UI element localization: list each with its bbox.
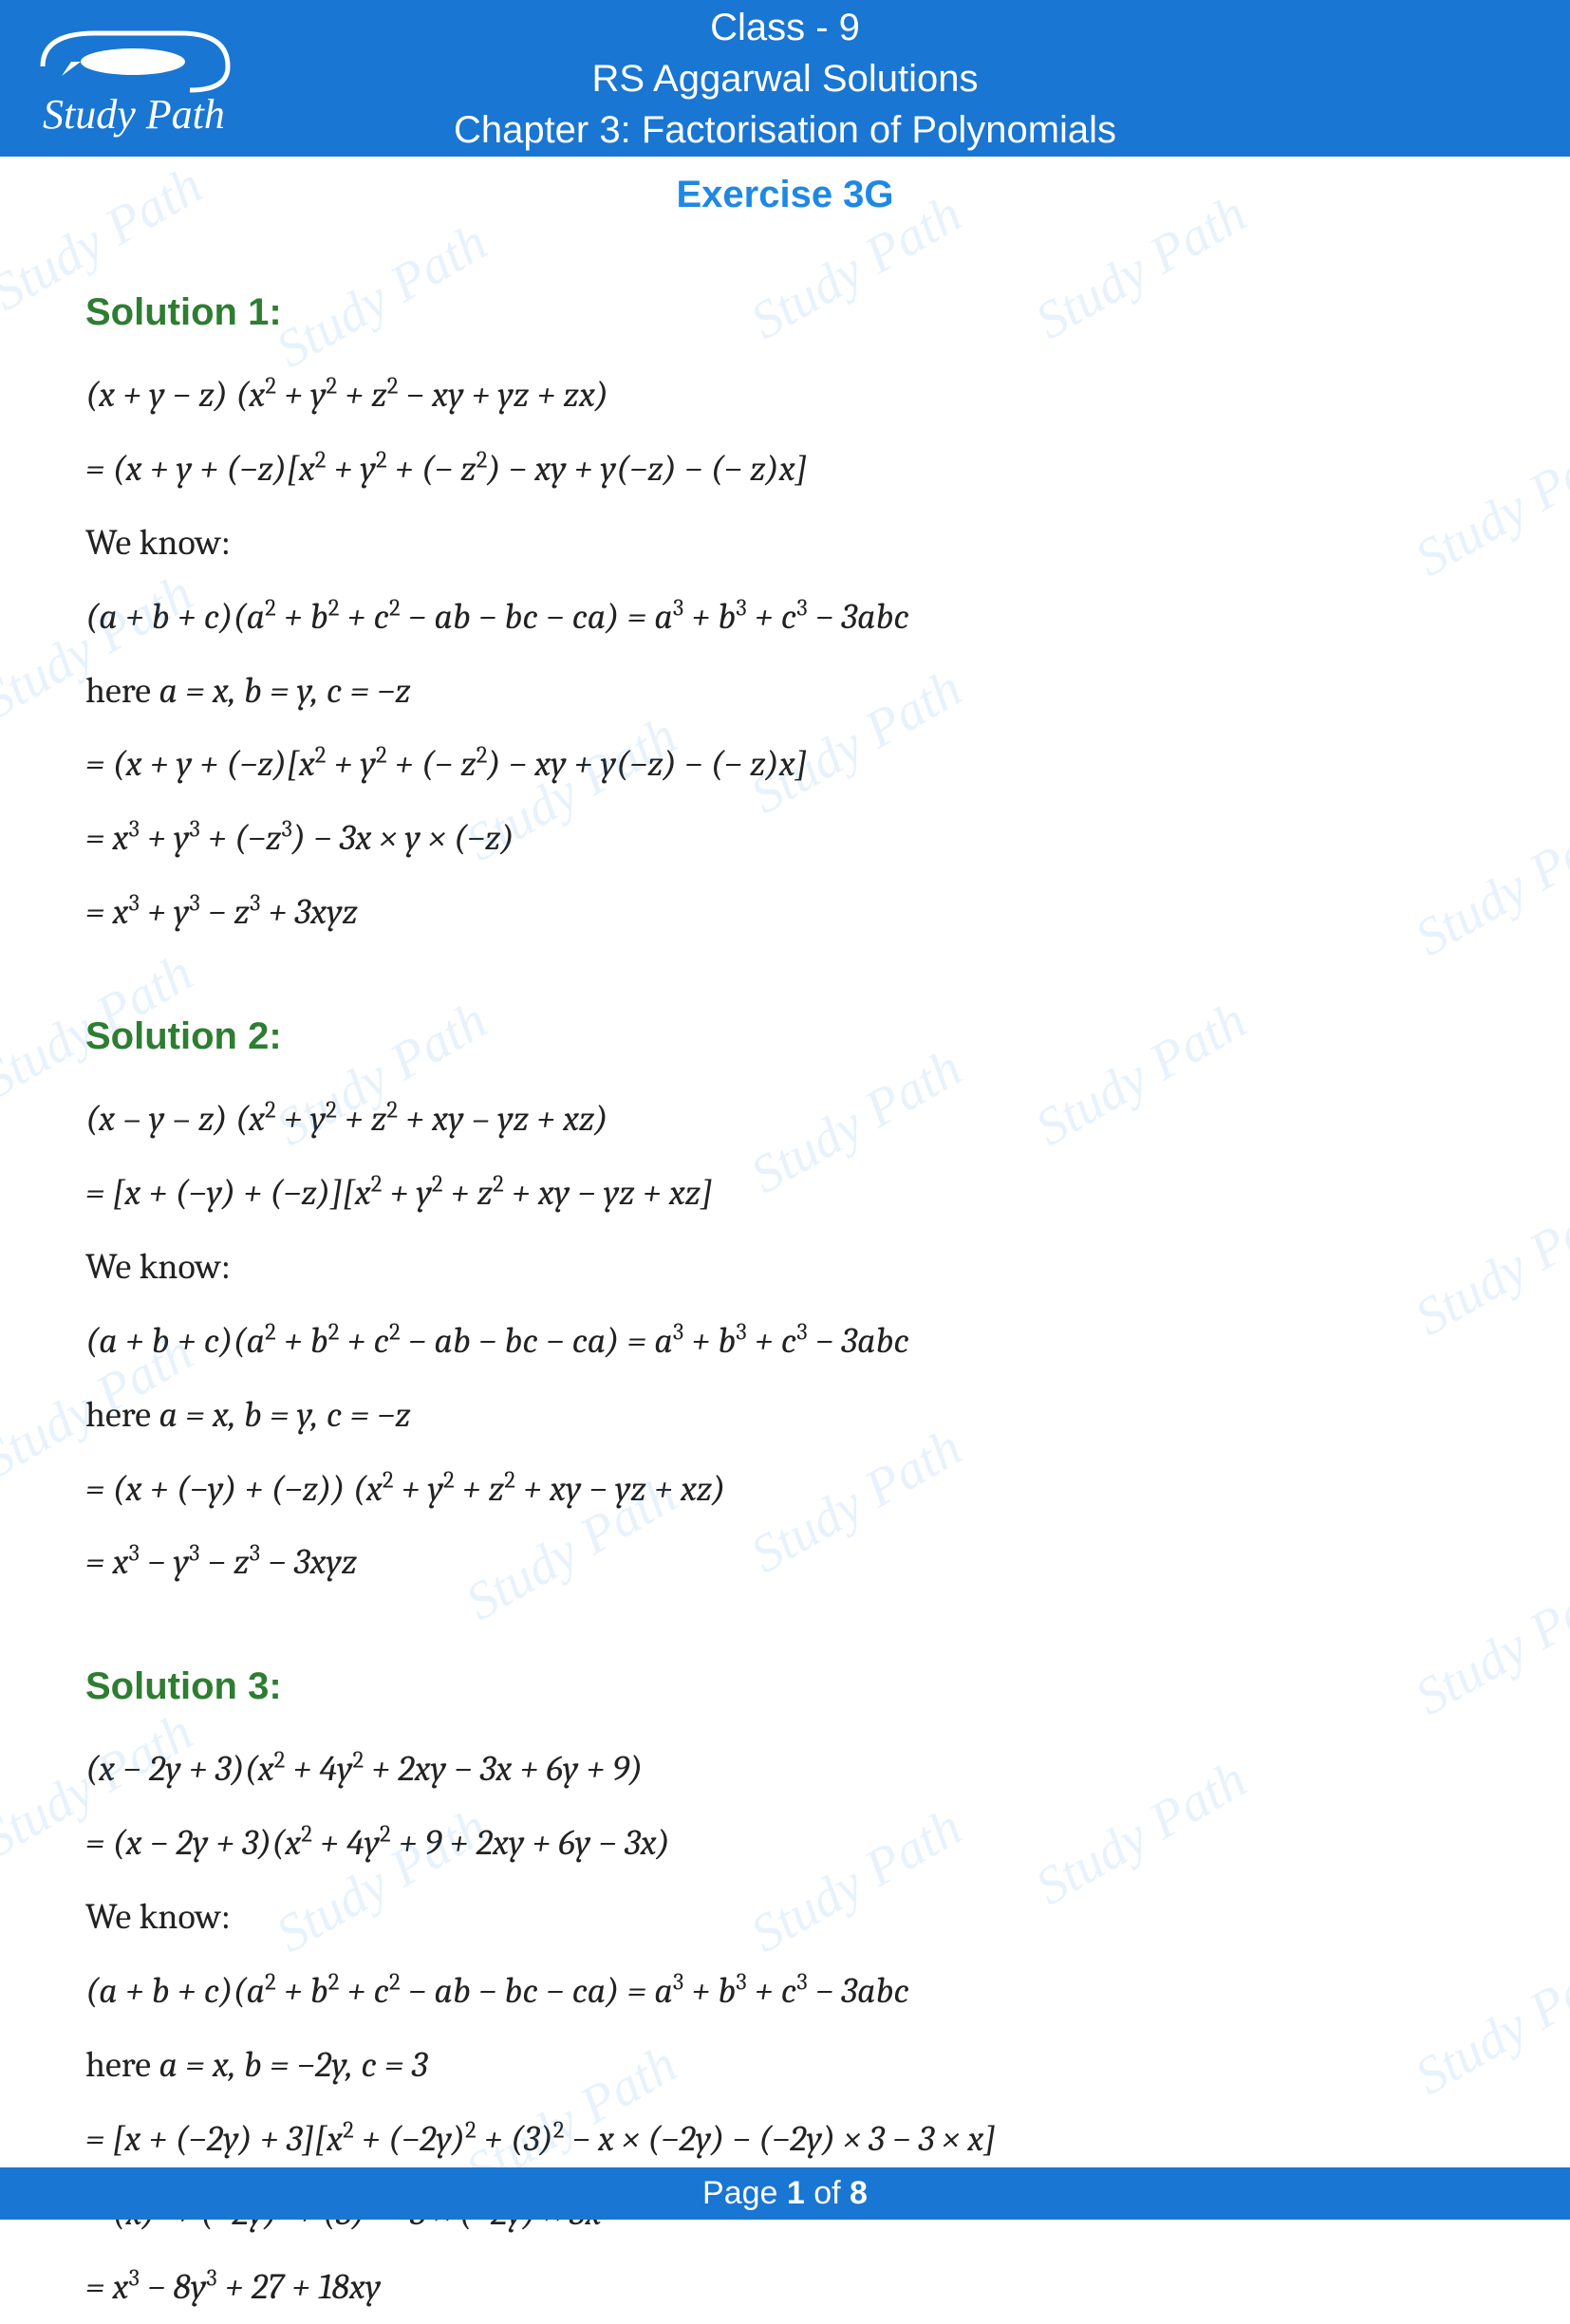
math-line: = x3 − 8y3 + 27 + 18xy [85,2251,1485,2324]
math-line: = (x + y + (−z)[x2 + y2 + (− z2) − xy + … [85,433,1485,507]
solution-title: Solution 2: [85,997,1485,1075]
svg-text:Study Path: Study Path [43,91,225,138]
math-line: (a + b + c)(a2 + b2 + c2 − ab − bc − ca)… [85,1305,1485,1379]
footer-prefix: Page [702,2175,787,2211]
math-line: We know: [85,1231,1485,1305]
math-line: = (x − 2y + 3)(x2 + 4y2 + 9 + 2xy + 6y −… [85,1807,1485,1881]
footer-current-page: 1 [787,2175,805,2211]
math-line: (x – y – z) (x2 + y2 + z2 + xy – yz + xz… [85,1083,1485,1157]
math-line: (a + b + c)(a2 + b2 + c2 − ab − bc − ca)… [85,1955,1485,2029]
math-line: = (x + y + (−z)[x2 + y2 + (− z2) − xy + … [85,728,1485,802]
logo-icon: Study Path [28,14,237,142]
exercise-heading: Exercise 3G [0,174,1570,216]
solution-title: Solution 1: [85,273,1485,351]
math-line: We know: [85,1881,1485,1955]
math-line: = x3 − y3 − z3 − 3xyz [85,1526,1485,1600]
math-line: here a = x, b = −2y, c = 3 [85,2029,1485,2103]
math-line: (x − 2y + 3)(x2 + 4y2 + 2xy − 3x + 6y + … [85,1733,1485,1807]
math-line: = [x + (−2y) + 3][x2 + (−2y)2 + (3)2 − x… [85,2103,1485,2177]
math-line: (x + y − z) (x2 + y2 + z2 − xy + yz + zx… [85,359,1485,433]
math-line: here a = x, b = y, c = −z [85,1379,1485,1453]
footer-total-pages: 8 [850,2175,868,2211]
math-line: = [x + (−y) + (−z)][x2 + y2 + z2 + xy − … [85,1157,1485,1231]
math-line: = x3 + y3 − z3 + 3xyz [85,876,1485,950]
math-line: = (x + (−y) + (−z)) (x2 + y2 + z2 + xy −… [85,1453,1485,1527]
footer-middle: of [805,2175,850,2211]
solution-title: Solution 3: [85,1647,1485,1725]
math-line: = x3 + y3 + (−z3) − 3x × y × (−z) [85,802,1485,876]
study-path-logo: Study Path [28,14,237,142]
page-header: Study Path Class - 9 RS Aggarwal Solutio… [0,0,1570,157]
page-footer: Page 1 of 8 [0,2167,1570,2220]
math-line: here a = x, b = y, c = −z [85,655,1485,729]
math-line: (a + b + c)(a2 + b2 + c2 − ab − bc − ca)… [85,581,1485,655]
math-line: We know: [85,507,1485,581]
page-content: Solution 1: (x + y − z) (x2 + y2 + z2 − x… [0,216,1570,2324]
